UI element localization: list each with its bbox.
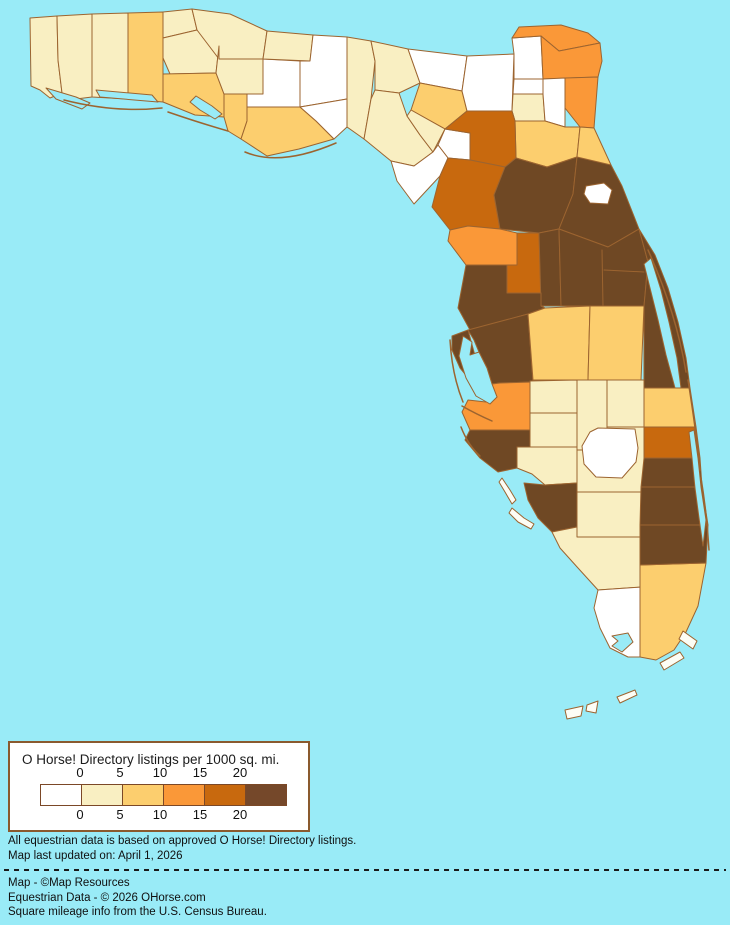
county-broward	[639, 524, 709, 566]
county-columbia	[461, 53, 515, 112]
county-wakulla	[299, 98, 348, 140]
legend-tick-label: 0	[76, 807, 84, 822]
atlantic-barrier-south-outline	[700, 477, 710, 551]
atlantic-barrier-mid-outline	[687, 379, 701, 471]
legend-tick-label: 20	[232, 807, 248, 822]
legend-tick-label: 10	[152, 765, 168, 780]
credit-census: Square mileage info from the U.S. Census…	[8, 906, 267, 918]
legend-color-ramp	[40, 784, 287, 806]
county-polk	[527, 305, 591, 381]
orange-seminole-border	[603, 269, 645, 273]
barrier-islands-layer	[63, 99, 710, 551]
south-lagoon	[688, 429, 707, 547]
legend-title: O Horse! Directory listings per 1000 sq.…	[22, 752, 280, 767]
county-sumter	[538, 228, 562, 307]
atlantic-barrier-north-outline	[647, 249, 687, 373]
county-clay	[542, 77, 566, 128]
upper-keys-island	[659, 651, 685, 671]
bays-layer	[45, 87, 707, 653]
legend-tick-label: 10	[152, 807, 168, 822]
choctawhatchee-bay	[95, 89, 159, 103]
apalachicola-barrier-outline	[244, 142, 337, 159]
lake-okeechobee	[581, 427, 639, 479]
county-charlotte	[516, 446, 578, 486]
st-andrew-bay	[189, 95, 223, 120]
whitewater-bay	[611, 632, 634, 653]
county-bradford	[511, 93, 546, 122]
panhandle-barrier-outline	[167, 111, 229, 132]
legend-ticks-bottom: 0 5 10 15 20	[10, 807, 308, 822]
county-walton	[127, 11, 164, 103]
counties-layer	[29, 8, 709, 661]
sanibel-island-island	[508, 507, 535, 530]
lake-orange-border	[601, 249, 604, 307]
county-baker	[511, 35, 544, 80]
legend-tick-label: 0	[76, 765, 84, 780]
county-desoto	[529, 412, 578, 448]
county-okeechobee	[606, 379, 645, 428]
santa-rosa-island-outline	[63, 99, 163, 111]
lake-george	[583, 182, 613, 205]
legend-tick-label: 20	[232, 765, 248, 780]
lakes-layer	[581, 182, 639, 479]
islands-layer	[498, 477, 698, 720]
tampa-bay	[458, 335, 498, 405]
county-gadsden	[262, 30, 314, 62]
legend-swatch-1	[81, 784, 123, 806]
county-madison	[370, 40, 421, 94]
county-lafayette	[406, 109, 446, 153]
dashed-separator	[4, 869, 726, 871]
key-largo-island	[678, 630, 698, 650]
county-hendry	[576, 491, 643, 538]
credit-map: Map - ©Map Resources	[8, 877, 130, 889]
legend-tick-label: 5	[116, 807, 124, 822]
county-indian-river	[643, 387, 697, 428]
legend-box: O Horse! Directory listings per 1000 sq.…	[8, 741, 310, 832]
detail-borders-layer	[601, 249, 645, 307]
pinellas-barrier-outline	[449, 339, 464, 403]
county-union	[512, 78, 544, 95]
note-last-updated: Map last updated on: April 1, 2026	[8, 850, 183, 862]
middle-keys-island	[616, 689, 638, 704]
county-st-johns	[564, 76, 599, 129]
note-data-source: All equestrian data is based on approved…	[8, 835, 357, 847]
county-hardee	[529, 379, 578, 414]
gasparilla-island-island	[498, 477, 517, 505]
legend-swatch-2	[122, 784, 164, 806]
legend-ticks-top: 0 5 10 15 20	[10, 765, 308, 780]
legend-swatch-3	[163, 784, 205, 806]
manatee-keys-outline	[461, 405, 493, 422]
legend-tick-label: 15	[192, 765, 208, 780]
lower-keys-2-island	[564, 705, 584, 720]
county-santa-rosa	[56, 13, 93, 100]
indian-river-lagoon	[643, 257, 682, 389]
county-pasco	[457, 264, 546, 331]
county-osceola	[587, 305, 645, 381]
legend-swatch-0	[40, 784, 82, 806]
florida-county-map	[29, 8, 710, 720]
sarasota-barrier-outline	[460, 426, 481, 457]
credit-equestrian-data: Equestrian Data - © 2026 OHorse.com	[8, 892, 206, 904]
county-okaloosa	[91, 12, 129, 100]
legend-swatch-5	[245, 784, 287, 806]
legend-swatch-4	[204, 784, 246, 806]
county-miami-dade	[639, 562, 707, 661]
legend-tick-label: 5	[116, 765, 124, 780]
legend-tick-label: 15	[192, 807, 208, 822]
county-citrus	[447, 225, 518, 266]
lower-keys-1-island	[585, 700, 599, 714]
